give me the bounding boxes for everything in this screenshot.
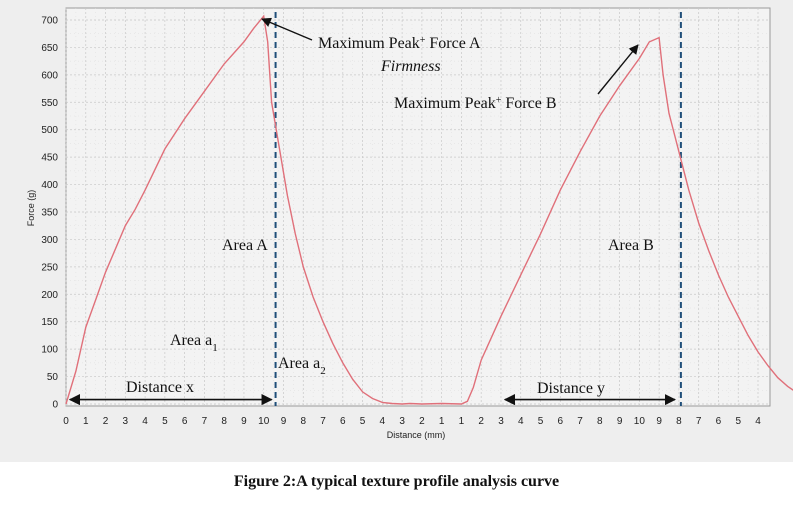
y-tick-label: 200 [41,290,58,301]
x-tick-label: 6 [716,416,722,427]
peak-b-label: Maximum Peak+ Force B [394,95,557,113]
y-tick-label: 0 [52,400,58,411]
gridlines [65,8,770,406]
x-tick-label: 4 [518,416,524,427]
y-tick-label: 650 [41,43,58,54]
y-tick-labels: 0 50 100 150 200 250 300 350 400 450 500 550 600 650 7… [41,16,58,411]
x-tick-label: 4 [755,416,761,427]
x-tick-label: 8 [597,416,603,427]
y-tick-label: 450 [41,153,58,164]
x-tick-label: 7 [202,416,208,427]
y-tick-label: 150 [41,317,58,328]
dashed-markers [274,12,682,406]
y-tick-label: 700 [41,16,58,27]
x-tick-label: 2 [419,416,425,427]
peak-b-pointer [597,44,639,95]
y-tick-label: 50 [47,372,59,383]
peak-a-pointer [261,17,313,41]
x-tick-label: 1 [439,416,445,427]
x-tick-label: 8 [300,416,306,427]
area-a1-label: Area a1 [170,332,218,354]
x-tick-label: 1 [83,416,89,427]
x-tick-label: 9 [617,416,623,427]
x-tick-label: 4 [142,416,148,427]
x-axis-label: Distance (mm) [387,430,446,440]
x-tick-label: 3 [399,416,405,427]
x-tick-label: 2 [103,416,109,427]
y-tick-label: 100 [41,345,58,356]
plot-area [65,7,771,407]
x-tick-label: 7 [577,416,583,427]
force-curve [65,14,793,405]
area-a-label: Area A [222,237,268,254]
x-tick-label: 1 [459,416,465,427]
x-tick-label: 3 [498,416,504,427]
tpa-chart: 0501001502002503003504004505005506006507… [26,7,793,440]
y-tick-label: 600 [41,70,58,81]
x-tick-label: 6 [182,416,188,427]
x-tick-label: 2 [478,416,484,427]
x-tick-label: 7 [696,416,702,427]
y-tick-label: 400 [41,180,58,191]
x-tick-label: 8 [221,416,227,427]
x-tick-label: 10 [634,416,646,427]
peak-a-label: Maximum Peak+ Force A [318,35,481,53]
x-tick-label: 3 [123,416,129,427]
figure-caption: Figure 2:A typical texture profile analy… [233,473,560,490]
y-axis-label: Force (g) [26,190,36,227]
area-a2-label: Area a2 [278,355,326,377]
x-tick-label: 8 [676,416,682,427]
x-tick-label: 9 [241,416,247,427]
distance-x-label: Distance x [126,379,194,396]
x-tick-label: 6 [340,416,346,427]
x-tick-label: 5 [162,416,168,427]
area-b-label: Area B [608,237,654,254]
x-tick-label: 5 [538,416,544,427]
y-tick-label: 500 [41,125,58,136]
x-tick-label: 9 [656,416,662,427]
firmness-label: Firmness [380,58,441,75]
distance-y-label: Distance y [537,380,605,397]
x-tick-label: 7 [320,416,326,427]
y-tick-label: 350 [41,208,58,219]
x-tick-labels: 0 1 2 3 4 5 6 7 8 9 10 9 8 7 6 5 4 3 2 1 1 2 3 4 5 6 7 8 9 10 9 8 7 6 5 4 [63,416,761,427]
y-tick-label: 250 [41,262,58,273]
x-tick-label: 5 [360,416,366,427]
y-tick-label: 550 [41,98,58,109]
x-tick-label: 5 [735,416,741,427]
x-tick-label: 4 [380,416,386,427]
x-tick-label: 9 [281,416,287,427]
y-tick-label: 300 [41,235,58,246]
x-tick-label: 10 [258,416,270,427]
chart-panel: 0 50 100 150 200 250 300 350 400 450 500 550 600 650 7… [0,0,793,462]
x-tick-label: 0 [63,416,69,427]
x-tick-label: 6 [558,416,564,427]
